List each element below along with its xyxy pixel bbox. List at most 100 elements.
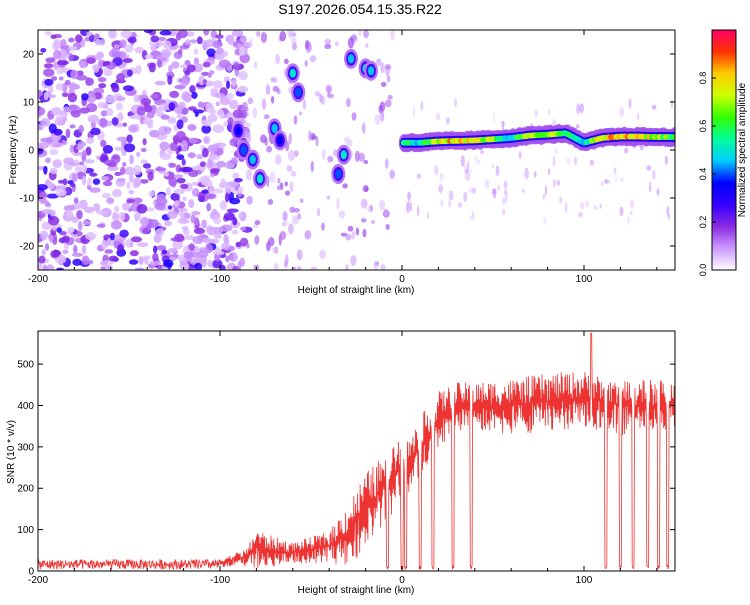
noise-speckle (193, 48, 199, 55)
noise-speckle (128, 189, 135, 195)
noise-speckle (296, 266, 302, 270)
noise-speckle (547, 108, 551, 116)
noise-speckle (580, 201, 585, 210)
noise-speckle (652, 169, 656, 180)
spectrogram-y-label: Frequency (Hz) (8, 116, 19, 185)
noise-speckle (366, 206, 372, 212)
noise-speckle (390, 30, 395, 41)
noise-speckle (237, 85, 249, 93)
noise-speckle (463, 191, 468, 203)
signal-blob (335, 169, 342, 179)
noise-speckle (114, 96, 126, 101)
snr-y-tick-label: 400 (17, 401, 34, 412)
noise-speckle (44, 31, 52, 36)
noise-speckle (128, 259, 139, 265)
noise-speckle (105, 94, 117, 104)
noise-speckle (45, 57, 55, 64)
noise-speckle (454, 97, 458, 108)
noise-speckle (95, 38, 101, 46)
noise-speckle (287, 30, 294, 39)
noise-speckle (636, 112, 640, 121)
noise-speckle (292, 42, 297, 51)
noise-speckle (189, 85, 196, 94)
noise-speckle (133, 94, 140, 103)
spectrogram-y-tick-label: 10 (23, 98, 35, 109)
spectrogram-x-tick-label: 100 (576, 274, 593, 285)
noise-speckle (63, 157, 75, 165)
noise-speckle (202, 61, 211, 68)
colorbar-tick-label: 0.6 (698, 120, 708, 133)
noise-speckle (216, 160, 226, 168)
noise-speckle (124, 166, 136, 176)
noise-speckle (218, 59, 231, 69)
noise-speckle (651, 104, 657, 110)
noise-speckle (128, 124, 138, 133)
noise-speckle (148, 190, 155, 197)
noise-speckle (133, 177, 142, 187)
noise-speckle (149, 129, 160, 138)
noise-speckle (100, 139, 107, 148)
noise-speckle (282, 221, 286, 227)
noise-speckle (139, 179, 149, 184)
colorbar-tick-label: 0.0 (698, 264, 708, 277)
noise-speckle (374, 113, 381, 126)
noise-speckle (201, 71, 210, 76)
noise-speckle (147, 171, 154, 181)
noise-speckle (106, 162, 118, 168)
signal-blob (240, 145, 247, 155)
noise-speckle (153, 245, 158, 254)
noise-speckle (51, 226, 57, 231)
noise-speckle (41, 249, 46, 256)
noise-speckle (503, 180, 508, 189)
noise-speckle (354, 150, 360, 163)
noise-speckle (542, 193, 546, 200)
noise-speckle (237, 112, 245, 119)
noise-speckle (86, 57, 96, 64)
noise-speckle (58, 76, 64, 81)
noise-speckle (119, 211, 126, 222)
noise-speckle (239, 237, 249, 247)
noise-speckle (310, 160, 315, 173)
noise-speckle (208, 185, 216, 195)
noise-speckle (491, 164, 495, 169)
noise-speckle (219, 109, 225, 120)
noise-speckle (214, 246, 221, 256)
noise-speckle (173, 174, 184, 179)
noise-speckle (247, 97, 254, 105)
noise-speckle (240, 34, 248, 44)
noise-speckle (215, 47, 224, 55)
noise-speckle (39, 141, 50, 149)
noise-speckle (670, 99, 674, 109)
noise-speckle (112, 212, 117, 221)
noise-speckle (126, 198, 135, 204)
noise-speckle (52, 236, 58, 245)
noise-speckle (492, 188, 497, 199)
noise-speckle (68, 53, 74, 62)
noise-speckle (59, 45, 68, 51)
noise-speckle (62, 235, 70, 243)
noise-speckle (62, 249, 69, 254)
noise-speckle (70, 69, 79, 80)
noise-speckle (81, 255, 90, 265)
noise-speckle (187, 124, 197, 131)
noise-speckle (136, 106, 146, 116)
noise-speckle (304, 230, 312, 240)
noise-speckle (505, 192, 509, 203)
noise-speckle (160, 114, 170, 120)
noise-speckle (191, 211, 201, 216)
noise-speckle (261, 98, 267, 110)
noise-speckle (117, 51, 127, 59)
noise-speckle (284, 181, 288, 187)
noise-speckle (40, 137, 52, 143)
noise-speckle (69, 124, 76, 129)
noise-speckle (502, 208, 506, 215)
noise-speckle (109, 232, 116, 241)
noise-speckle (115, 102, 124, 111)
noise-speckle (150, 44, 158, 52)
noise-speckle (629, 210, 633, 216)
noise-speckle (56, 69, 64, 75)
noise-speckle (314, 91, 321, 97)
noise-speckle (460, 155, 465, 167)
noise-speckle (75, 202, 82, 210)
noise-speckle (358, 30, 362, 37)
